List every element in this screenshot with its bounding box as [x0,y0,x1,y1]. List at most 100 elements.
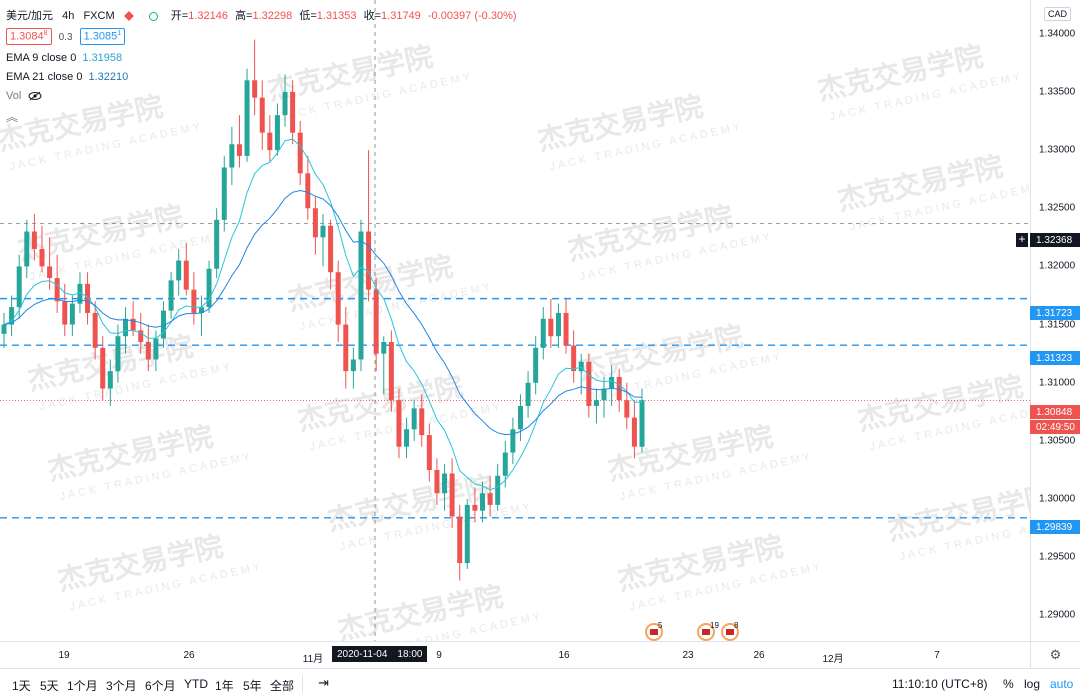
range-button[interactable]: 3个月 [106,679,137,693]
sell-button[interactable]: 1.30848 [6,28,52,45]
candle-body [62,301,68,325]
percent-toggle[interactable]: % [1003,677,1014,691]
candle-body [282,91,288,116]
event-count: 8 [734,621,739,630]
range-button[interactable]: YTD [184,677,208,691]
range-button[interactable]: 6个月 [145,679,176,693]
candle-body [229,144,235,168]
candle-body [39,248,45,267]
price-axis[interactable]: CAD 1.34000 1.33500 1.33000 1.32500 1.32000 1… [1030,0,1080,641]
economic-event-icon: 19 [697,621,719,641]
candle-body [457,516,463,564]
goto-date-icon[interactable]: ⇥ [318,675,329,690]
symbol-header: 美元/加元 4h FXCM 开=1.32146 高=1.32298 低=1.31… [6,7,517,23]
candle-body [517,406,523,430]
candle-body [221,167,227,220]
high-label: 高= [235,10,253,22]
candle-body [92,312,98,348]
add-plus-icon[interactable]: + [1016,233,1028,247]
candle-body [107,371,113,389]
ema-21-line [3,189,643,436]
time-tick-label: 16 [558,650,570,661]
candle-body [563,312,569,346]
eye-hidden-icon[interactable] [28,91,42,101]
candle-body [624,400,630,418]
range-button[interactable]: 全部 [270,679,295,693]
candle-body [236,144,242,156]
candle-body [586,361,592,407]
interval-label[interactable]: 4h [62,10,75,22]
price-tick-label: 1.34000 [1039,28,1076,40]
current-price-badge: 1.30848 [1030,405,1080,419]
candle-body [487,493,493,505]
time-tick-label: 11月 [302,654,324,665]
candle-body [290,91,296,133]
time-tick-label: 9 [436,650,442,661]
auto-toggle[interactable]: auto [1050,677,1074,691]
time-tick-label: 26 [183,650,195,661]
toolbar-divider [302,675,303,693]
flag-icon[interactable] [123,11,134,22]
candle-body [69,303,75,325]
time-tick-label: 7 [934,650,940,661]
price-tick-label: 1.29000 [1039,609,1076,621]
candle-body [9,307,15,325]
range-button[interactable]: 5天 [40,679,59,693]
ema9-legend[interactable]: EMA 9 close 0 1.31958 [6,52,122,64]
candle-body [426,435,432,470]
volume-legend[interactable]: Vol [6,90,42,102]
range-button[interactable]: 1年 [215,679,234,693]
candle-body [328,225,334,273]
crosshair-price-badge: 1.32368 [1030,233,1080,247]
candle-body [24,231,30,267]
price-tick-label: 1.33500 [1039,86,1076,98]
chart-area[interactable]: 杰克交易学院 JACK TRADING ACADEMY 杰克交易学院 JACK TRA… [0,0,1030,641]
candle-body [320,225,326,238]
collapse-legend-icon[interactable]: ︽ [6,110,19,124]
candle-body [244,80,250,156]
settings-gear-icon[interactable]: ⚙ [1030,641,1080,668]
ema9-value: 1.31958 [82,52,123,64]
log-toggle[interactable]: log [1024,677,1041,691]
buy-button[interactable]: 1.30851 [79,28,126,45]
candle-body [54,278,60,302]
level-price-badge: 1.31323 [1030,351,1080,365]
candle-body [411,408,417,430]
price-tick-label: 1.30500 [1039,435,1076,447]
symbol-name[interactable]: 美元/加元 [6,10,54,22]
candle-body [145,342,151,360]
candle-body [419,408,425,436]
range-button[interactable]: 1天 [12,679,31,693]
open-value: 1.32146 [188,10,228,22]
candle-body [525,382,531,407]
range-button[interactable]: 5年 [243,679,262,693]
currency-badge[interactable]: CAD [1044,7,1072,21]
clock-display[interactable]: 11:10:10 (UTC+8) [892,677,988,691]
candle-body [540,318,546,348]
candle-body [85,283,91,313]
time-axis[interactable]: 19 26 11月 9 16 23 26 12月 7 2020-11-04 18:00 [0,641,1030,668]
candle-body [16,266,22,308]
time-tick-label: 12月 [822,654,844,665]
range-button[interactable]: 1个月 [67,679,98,693]
candle-body [480,493,485,511]
candle-body [358,231,364,360]
candle-body [153,338,159,360]
ema21-legend[interactable]: EMA 21 close 0 1.32210 [6,71,128,83]
candle-body [312,208,318,238]
candle-body [639,400,645,447]
candle-body [130,318,136,331]
candle-body [138,330,144,343]
candle-body [381,342,387,354]
candle-body [464,504,470,564]
event-count: 5 [658,621,663,630]
crosshair-time: 18:00 [397,648,423,660]
candle-body [168,280,174,311]
